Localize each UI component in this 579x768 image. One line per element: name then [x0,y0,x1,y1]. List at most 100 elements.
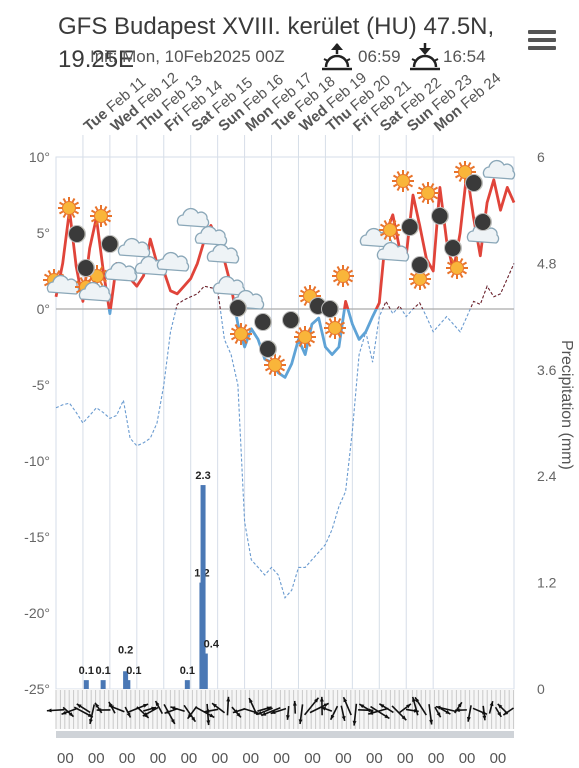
wind-arrowhead [489,701,494,707]
moon-icon [101,235,119,253]
precipitation-value-label: 2.3 [195,470,210,482]
temperature-tick-label: 0° [37,301,50,317]
wind-arrowhead [298,719,303,725]
hour-label: 00 [335,750,352,767]
wind-arrowhead [503,710,509,716]
precipitation-tick-label: 3.6 [537,362,557,378]
hour-label: 00 [428,750,445,767]
precipitation-bar [202,653,208,689]
wind-arrowhead [142,712,148,717]
precipitation-value-label: 0.2 [118,644,133,656]
hamburger-menu-icon [528,30,556,34]
sunrise-time: 06:59 [358,47,401,66]
wind-arrowhead [68,712,74,717]
wind-arrowhead [429,719,434,725]
wind-arrowhead [108,705,114,710]
wind-arrowhead [212,703,217,708]
temperature-tick-label: -10° [24,453,50,469]
wind-arrowhead [314,697,319,703]
precipitation-bar [100,680,106,689]
hour-label: 00 [119,750,136,767]
init-time-label: Init: Mon, 10Feb2025 00Z [90,47,285,66]
sunset-time: 16:54 [443,47,486,66]
temperature-tick-label: -20° [24,605,50,621]
sun-icon [392,170,414,192]
wind-arrowhead [226,696,231,702]
wind-arrowhead [341,715,346,721]
wind-arrowhead [497,703,503,709]
wind-arrowhead [206,720,211,726]
moon-icon [401,218,419,236]
wind-arrowhead [257,710,263,715]
wind-arrowhead [435,705,441,710]
cloud-icon [117,237,151,258]
wind-arrowhead [285,715,290,720]
moon-icon [77,259,95,277]
wind-arrowhead [96,708,102,712]
wind-arrowhead [236,712,241,718]
wind-arrowhead [466,716,471,722]
wind-arrowhead [61,710,67,715]
hour-label: 00 [88,750,105,767]
wind-arrowhead [319,696,324,702]
precipitation-tick-label: 1.2 [537,575,557,591]
wind-arrowhead [359,704,365,709]
menu-button[interactable] [528,30,556,54]
cloud-icon [482,159,516,180]
sunrise-icon [322,43,352,71]
precipitation-bar [125,680,131,689]
precipitation-bar [83,680,89,689]
wind-arrowhead [457,702,462,708]
wind-arrowhead [401,715,407,721]
page-title: GFS Budapest XVIII. kerület (HU) 47.5N, … [58,13,495,73]
sun-icon [332,265,354,287]
wind-arrowhead [323,703,329,708]
sun-icon [379,219,401,241]
moon-icon [465,174,483,192]
hour-label: 00 [181,750,198,767]
hour-label: 00 [366,750,383,767]
hour-label: 00 [150,750,167,767]
wind-arrowhead [232,709,238,714]
sun-icon [417,182,439,204]
sun-icon [294,326,316,348]
precipitation-bar [200,485,206,689]
wind-arrowhead [482,715,487,721]
sun-icon [230,323,252,345]
precipitation-tick-label: 6 [537,149,545,165]
precipitation-value-label: 0.1 [180,665,195,677]
hour-label: 00 [397,750,414,767]
sun-icon [58,197,80,219]
wind-arrowhead [412,696,416,702]
wind-arrowhead [270,710,276,714]
cloud-icon [104,261,138,282]
wind-arrowhead [191,716,196,722]
series-line-2 [55,263,515,599]
precipitation-value-label: 0.1 [79,665,94,677]
hour-label: 00 [459,750,476,767]
cloud-icon [206,243,240,264]
moon-icon [444,239,462,257]
hour-label: 00 [273,750,290,767]
hour-label: 00 [242,750,259,767]
cloud-icon [46,274,80,295]
time-scrollbar [56,731,514,738]
cloud-icon [156,251,190,272]
wind-arrowhead [76,703,82,709]
right-axis-title: Precipitation (mm) [558,340,575,470]
precipitation-tick-label: 4.8 [537,255,557,271]
moon-icon [431,207,449,225]
wind-arrowhead [187,713,192,719]
wind-arrowhead [151,706,157,711]
temperature-tick-label: 10° [29,149,50,165]
cloud-icon [78,281,112,302]
wind-arrowhead [89,719,93,724]
wind-arrowhead [261,711,267,716]
temperature-tick-label: -5° [32,377,50,393]
precipitation-bar [184,680,190,689]
temperature-tick-label: -15° [24,529,50,545]
wind-arrowhead [352,720,357,726]
wind-arrowhead [209,713,215,718]
hour-label: 00 [57,750,74,767]
